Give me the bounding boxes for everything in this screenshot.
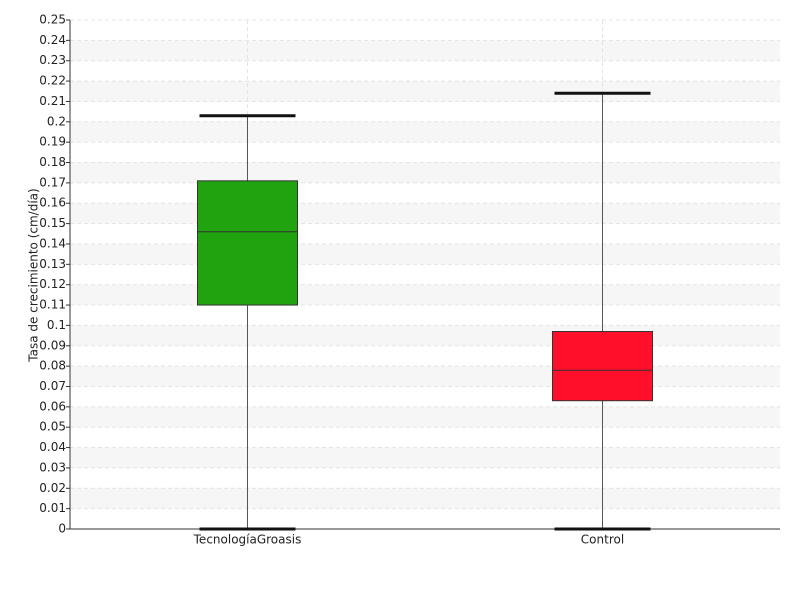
y-tick-label: 0.18 (39, 155, 66, 169)
y-tick-label: 0.09 (39, 338, 66, 352)
y-tick-label: 0.13 (39, 257, 66, 271)
x-tick-label: TecnologíaGroasis (193, 533, 302, 547)
y-axis-label: Tasa de crecimiento (cm/día) (27, 188, 41, 362)
band (70, 162, 780, 183)
y-tick-label: 0.07 (39, 379, 66, 393)
y-tick-label: 0.11 (39, 298, 66, 312)
band (70, 284, 780, 306)
y-tick-label: 0 (58, 522, 66, 536)
y-tick-label: 0.14 (39, 236, 66, 250)
band (70, 203, 780, 224)
band (70, 406, 780, 428)
y-tick-label: 0.03 (39, 460, 66, 474)
y-tick-label: 0.08 (39, 359, 66, 373)
y-tick-label: 0.25 (39, 13, 66, 27)
band (70, 325, 780, 346)
band (70, 121, 780, 143)
band (70, 40, 780, 61)
y-tick-label: 0.15 (39, 216, 66, 230)
y-tick-label: 0.06 (39, 399, 66, 413)
y-tick-label: 0.04 (39, 440, 66, 454)
band (70, 488, 780, 509)
y-tick-label: 0.17 (39, 175, 66, 189)
band (70, 243, 780, 265)
y-tick-label: 0.05 (39, 420, 66, 434)
box (197, 180, 298, 306)
y-tick-label: 0.24 (39, 33, 66, 47)
y-tick-label: 0.21 (39, 94, 66, 108)
band (70, 81, 780, 102)
y-tick-label: 0.22 (39, 74, 66, 88)
y-tick-label: 0.23 (39, 53, 66, 67)
y-tick-label: 0.12 (39, 277, 66, 291)
y-tick-label: 0.1 (47, 318, 66, 332)
band (70, 447, 780, 468)
y-tick-label: 0.2 (47, 114, 66, 128)
x-tick-label: Control (581, 533, 624, 547)
y-tick-label: 0.16 (39, 196, 66, 210)
box (552, 331, 653, 402)
y-tick-label: 0.19 (39, 135, 66, 149)
y-tick-label: 0.01 (39, 501, 66, 515)
band (70, 366, 780, 387)
y-tick-label: 0.02 (39, 481, 66, 495)
